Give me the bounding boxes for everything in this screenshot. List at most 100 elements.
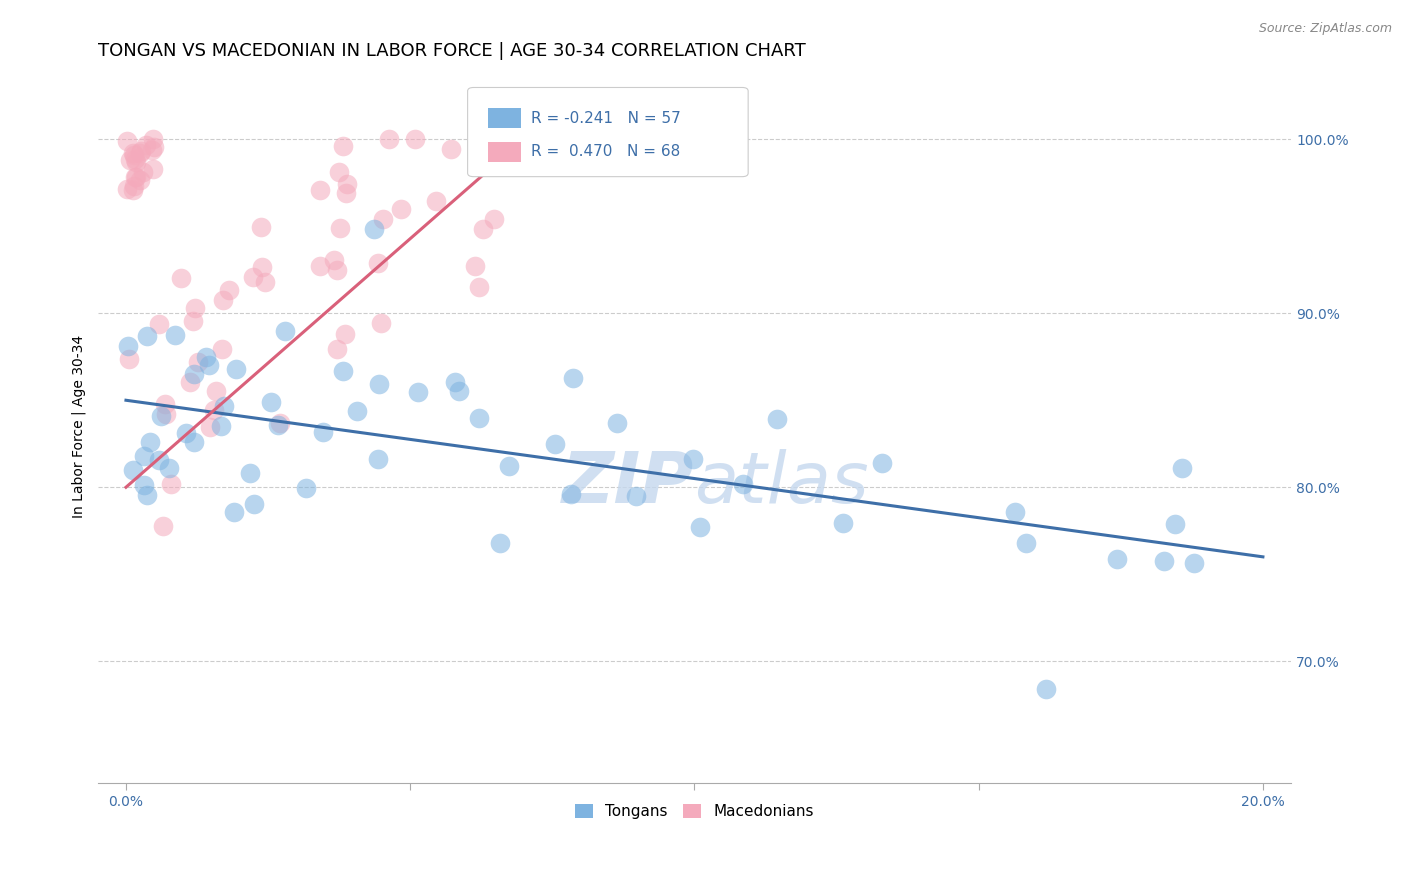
Point — [562, 371, 585, 385]
Text: R =  0.470   N = 68: R = 0.470 N = 68 — [531, 145, 681, 159]
Point — [260, 395, 283, 409]
Point — [329, 220, 352, 235]
Point — [440, 142, 463, 156]
Point — [1105, 552, 1128, 566]
Point — [242, 270, 264, 285]
Point — [269, 416, 291, 430]
Legend: Tongans, Macedonians: Tongans, Macedonians — [568, 798, 820, 825]
Point — [148, 318, 170, 332]
FancyBboxPatch shape — [488, 142, 522, 161]
Point — [132, 450, 155, 464]
Point — [482, 211, 505, 226]
Point — [122, 178, 145, 193]
Point — [1004, 505, 1026, 519]
Point — [250, 219, 273, 234]
Point — [115, 134, 138, 148]
Point — [211, 342, 233, 356]
FancyBboxPatch shape — [468, 87, 748, 177]
Point — [498, 458, 520, 473]
Point — [370, 316, 392, 330]
Point — [606, 416, 628, 430]
Point — [222, 504, 245, 518]
Point — [371, 211, 394, 226]
Point — [187, 355, 209, 369]
Point — [312, 425, 335, 439]
Point — [202, 403, 225, 417]
Point — [333, 327, 356, 342]
Point — [377, 132, 399, 146]
Point — [1035, 681, 1057, 696]
Point — [253, 275, 276, 289]
Point — [124, 154, 146, 169]
Text: R = -0.241   N = 57: R = -0.241 N = 57 — [531, 111, 681, 126]
Point — [129, 144, 152, 158]
Point — [560, 487, 582, 501]
FancyBboxPatch shape — [488, 108, 522, 128]
Point — [689, 520, 711, 534]
Point — [346, 404, 368, 418]
Point — [129, 173, 152, 187]
Point — [624, 490, 647, 504]
Point — [243, 497, 266, 511]
Text: atlas: atlas — [695, 449, 869, 518]
Point — [1153, 554, 1175, 568]
Point — [406, 385, 429, 400]
Point — [209, 418, 232, 433]
Point — [367, 452, 389, 467]
Point — [124, 169, 146, 184]
Point — [367, 377, 389, 392]
Point — [1015, 536, 1038, 550]
Text: Source: ZipAtlas.com: Source: ZipAtlas.com — [1258, 22, 1392, 36]
Point — [309, 183, 332, 197]
Point — [325, 343, 347, 357]
Point — [472, 222, 495, 236]
Point — [152, 519, 174, 533]
Point — [308, 259, 330, 273]
Point — [731, 477, 754, 491]
Point — [1164, 516, 1187, 531]
Point — [139, 434, 162, 449]
Point — [148, 452, 170, 467]
Point — [142, 140, 165, 154]
Point — [328, 165, 350, 179]
Point — [239, 467, 262, 481]
Point — [323, 252, 346, 267]
Point — [295, 481, 318, 495]
Point — [142, 162, 165, 177]
Point — [135, 138, 157, 153]
Point — [198, 420, 221, 434]
Point — [121, 183, 143, 197]
Point — [449, 384, 471, 398]
Point — [468, 280, 491, 294]
Point — [832, 516, 855, 530]
Y-axis label: In Labor Force | Age 30-34: In Labor Force | Age 30-34 — [72, 334, 86, 518]
Point — [488, 132, 510, 146]
Point — [367, 256, 389, 270]
Point — [404, 132, 426, 146]
Point — [682, 452, 704, 467]
Point — [544, 436, 567, 450]
Point — [489, 536, 512, 550]
Point — [121, 463, 143, 477]
Point — [165, 328, 187, 343]
Point — [183, 368, 205, 382]
Point — [472, 132, 495, 146]
Point — [183, 435, 205, 450]
Point — [225, 362, 247, 376]
Point — [1182, 556, 1205, 570]
Point — [153, 397, 176, 411]
Point — [471, 146, 494, 161]
Point — [122, 145, 145, 160]
Point — [1171, 461, 1194, 475]
Point — [326, 263, 349, 277]
Point — [174, 426, 197, 441]
Point — [267, 417, 290, 432]
Point — [129, 145, 152, 160]
Point — [766, 412, 789, 426]
Point — [464, 259, 486, 273]
Point — [184, 301, 207, 316]
Point — [332, 139, 354, 153]
Point — [124, 152, 146, 166]
Point — [336, 177, 359, 191]
Point — [870, 456, 893, 470]
